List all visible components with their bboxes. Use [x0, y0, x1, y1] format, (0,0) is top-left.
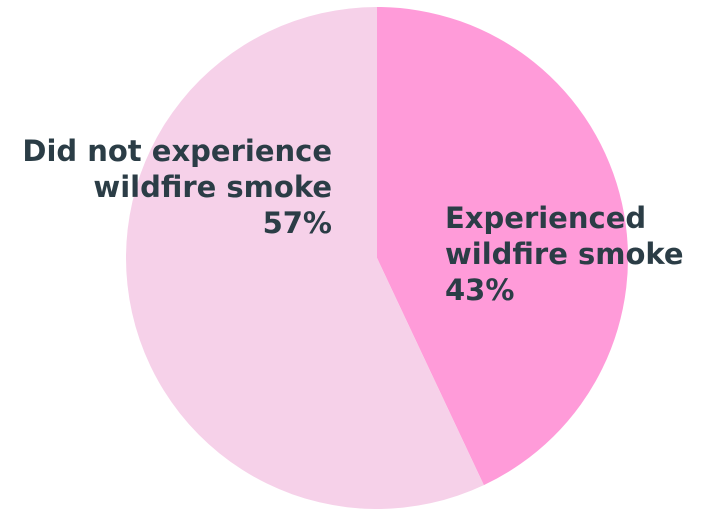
slice-label-1-line-1: wildfire smoke: [93, 170, 332, 204]
pie-slices: [126, 7, 629, 509]
pie-slice-0: [377, 7, 629, 486]
slice-label-0-line-0: Experienced: [445, 201, 646, 235]
pie-slice-1: [126, 7, 484, 509]
slice-label-0-line-1: wildfire smoke: [445, 237, 684, 271]
slice-value-label-0: 43%: [445, 273, 514, 307]
slice-value-label-1: 57%: [263, 206, 332, 240]
slice-label-1-line-0: Did not experience: [22, 134, 332, 168]
